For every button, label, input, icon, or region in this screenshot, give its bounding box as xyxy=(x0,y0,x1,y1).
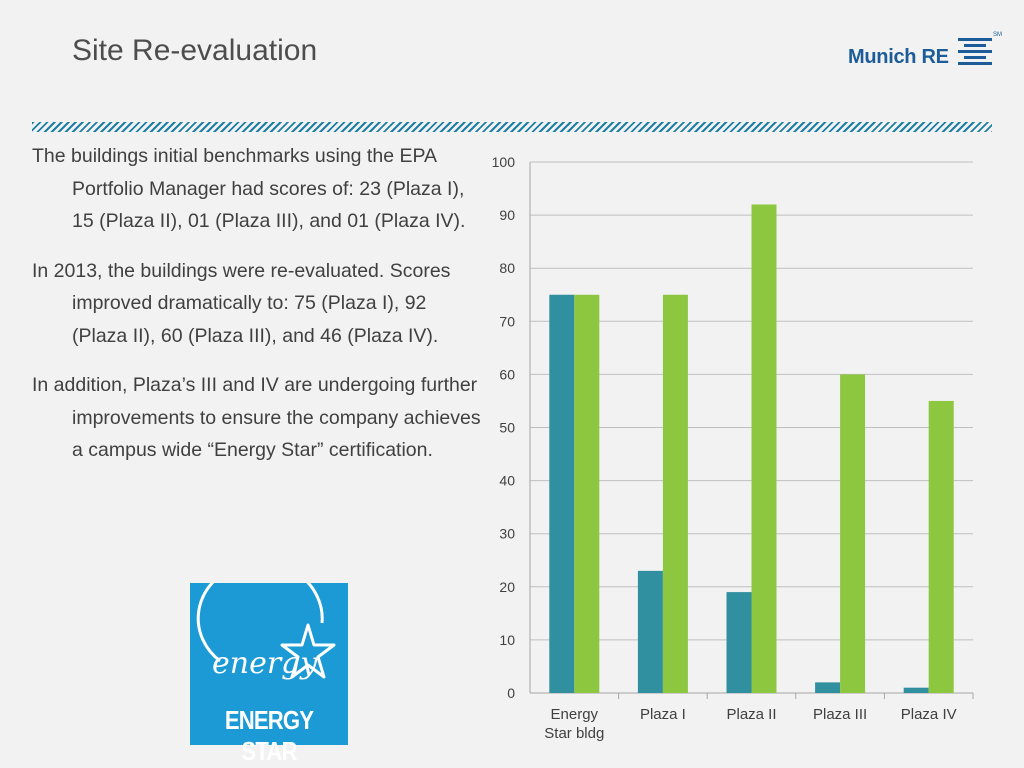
bar-reevaluated xyxy=(574,294,600,693)
logo-superscript: SM xyxy=(993,32,1002,38)
y-tick-label: 90 xyxy=(499,207,515,223)
energy-star-label: ENERGY STAR xyxy=(224,705,314,766)
y-tick-label: 50 xyxy=(499,420,515,436)
bar-reevaluated xyxy=(662,294,688,693)
y-tick-label: 30 xyxy=(499,526,515,542)
bar-initial xyxy=(903,687,929,693)
score-bar-chart: 0 10 20 30 40 50 60 70 80 90 100 Energy Star bldg Pla… xyxy=(492,154,974,742)
body-text: The buildings initial benchmarks using t… xyxy=(32,140,484,484)
y-tick-label: 0 xyxy=(507,685,515,701)
paragraph-reevaluation: In 2013, the buildings were re-evaluated… xyxy=(32,259,451,347)
slide-title: Site Re-evaluation xyxy=(72,34,318,67)
y-tick-label: 60 xyxy=(499,366,515,382)
x-tick-label: Energy Star bldg xyxy=(544,706,604,742)
x-tick-label: Plaza II xyxy=(726,706,776,723)
bar-reevaluated xyxy=(840,374,866,693)
bar-initial xyxy=(637,570,663,693)
bar-initial xyxy=(726,592,752,693)
x-tick-label: Plaza I xyxy=(640,706,686,723)
y-tick-label: 20 xyxy=(499,579,515,595)
logo-text: Munich RE xyxy=(848,46,949,68)
y-tick-label: 10 xyxy=(499,632,515,648)
bar-initial xyxy=(549,294,575,693)
y-tick-label: 40 xyxy=(499,473,515,489)
x-tick-label: Plaza III xyxy=(813,706,867,723)
munich-re-mark-icon xyxy=(958,38,992,65)
munich-re-logo: Munich RE SM xyxy=(848,32,1002,72)
paragraph-further-improvements: In addition, Plaza’s III and IV are unde… xyxy=(32,374,481,461)
energy-star-logo: energy ENERGY STAR xyxy=(190,560,348,766)
bar-reevaluated xyxy=(751,204,777,693)
energy-star-swoosh-icon: energy xyxy=(196,560,336,681)
y-tick-label: 100 xyxy=(492,154,516,170)
y-tick-label: 80 xyxy=(499,260,515,276)
bar-reevaluated xyxy=(928,400,954,693)
hatched-divider xyxy=(32,122,992,132)
paragraph-initial-benchmarks: The buildings initial benchmarks using t… xyxy=(32,145,466,232)
bar-initial xyxy=(815,682,841,693)
x-tick-label: Plaza IV xyxy=(901,706,957,723)
energy-script-text: energy xyxy=(212,646,318,681)
y-tick-label: 70 xyxy=(499,313,515,329)
